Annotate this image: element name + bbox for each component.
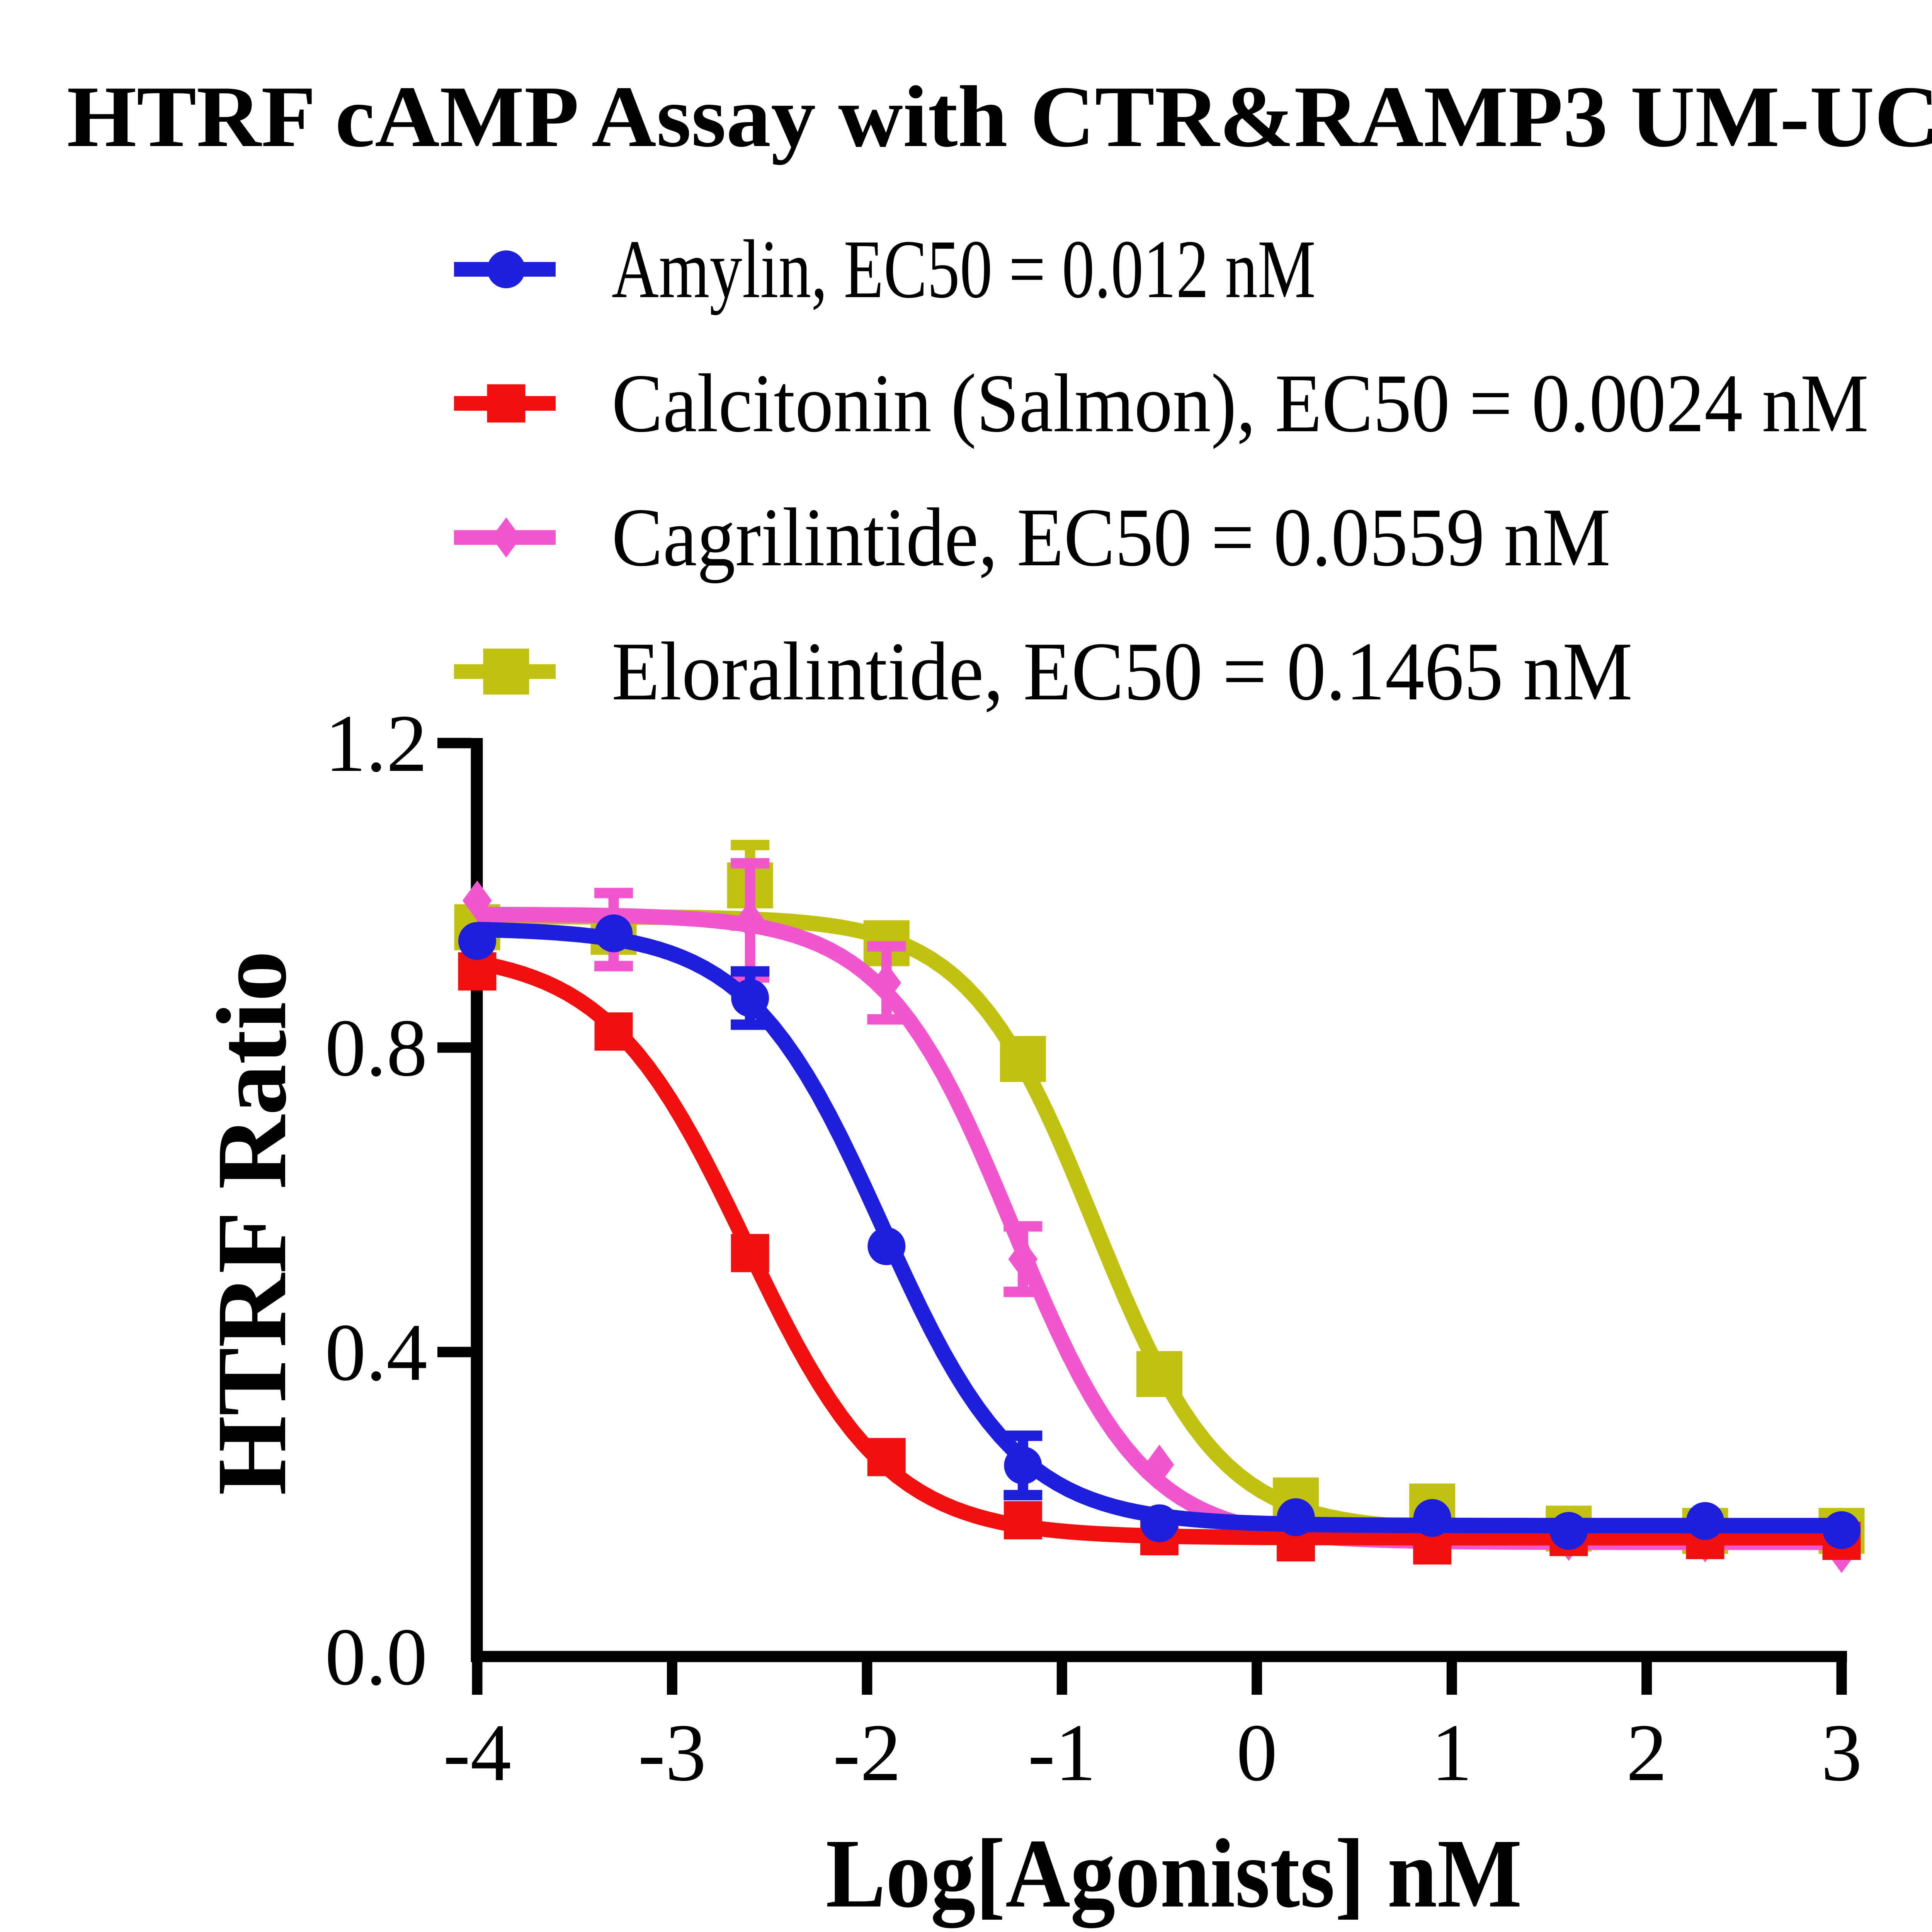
svg-text:0: 0: [1236, 1707, 1277, 1798]
svg-text:Calcitonin (Salmon), EC50 = 0.: Calcitonin (Salmon), EC50 = 0.0024 nM: [612, 357, 1869, 449]
svg-text:2: 2: [1626, 1707, 1667, 1798]
svg-text:HTRF cAMP Assay with CTR&RAMP3: HTRF cAMP Assay with CTR&RAMP3 UM-UC-3 (…: [67, 68, 1932, 165]
svg-text:0.4: 0.4: [325, 1307, 427, 1398]
svg-text:HTRF Ratio: HTRF Ratio: [196, 951, 307, 1495]
svg-text:Log[Agonists] nM: Log[Agonists] nM: [826, 1819, 1522, 1928]
svg-text:Cagrilintide, EC50 = 0.0559 nM: Cagrilintide, EC50 = 0.0559 nM: [612, 491, 1611, 583]
svg-text:-1: -1: [1028, 1707, 1096, 1798]
svg-text:1: 1: [1431, 1707, 1472, 1798]
svg-text:Eloralintide, EC50 = 0.1465 nM: Eloralintide, EC50 = 0.1465 nM: [612, 625, 1633, 718]
svg-text:-3: -3: [638, 1707, 706, 1798]
svg-text:-4: -4: [443, 1707, 512, 1798]
svg-text:Amylin, EC50 = 0.012 nM: Amylin, EC50 = 0.012 nM: [612, 223, 1316, 315]
svg-text:1.2: 1.2: [325, 698, 427, 789]
svg-text:3: 3: [1821, 1707, 1862, 1798]
svg-text:-2: -2: [833, 1707, 901, 1798]
svg-text:0.0: 0.0: [325, 1611, 427, 1702]
svg-text:0.8: 0.8: [325, 1002, 427, 1093]
